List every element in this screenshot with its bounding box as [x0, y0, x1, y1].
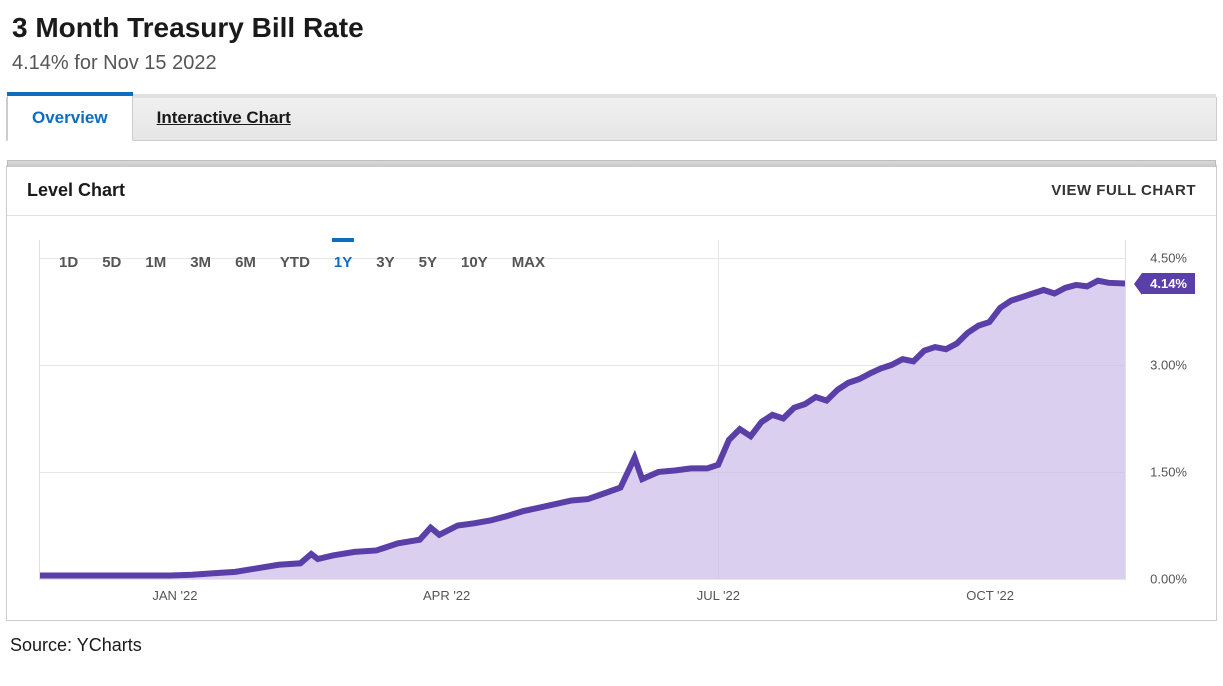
- y-tick-label: 3.00%: [1150, 357, 1187, 372]
- range-3y[interactable]: 3Y: [364, 248, 406, 277]
- source-attribution: Source: YCharts: [6, 621, 1217, 660]
- tab-interactive-chart[interactable]: Interactive Chart: [133, 96, 315, 140]
- range-5y[interactable]: 5Y: [407, 248, 449, 277]
- chart-card: Level Chart VIEW FULL CHART 1D5D1M3M6MYT…: [6, 165, 1217, 621]
- x-tick-label: JUL '22: [697, 588, 740, 603]
- range-ytd[interactable]: YTD: [268, 248, 322, 277]
- current-value-badge: 4.14%: [1142, 273, 1195, 294]
- range-1d[interactable]: 1D: [47, 248, 90, 277]
- chart-card-header: Level Chart VIEW FULL CHART: [7, 166, 1216, 216]
- range-max[interactable]: MAX: [500, 248, 557, 277]
- range-1y[interactable]: 1Y: [322, 248, 364, 277]
- series-area: [40, 281, 1125, 579]
- y-tick-label: 1.50%: [1150, 464, 1187, 479]
- tab-bar: OverviewInteractive Chart: [6, 97, 1217, 141]
- range-5d[interactable]: 5D: [90, 248, 133, 277]
- plot-area[interactable]: 0.00%1.50%3.00%4.50%4.14%: [39, 240, 1126, 580]
- range-3m[interactable]: 3M: [178, 248, 223, 277]
- page-subtitle: 4.14% for Nov 15 2022: [12, 52, 1211, 75]
- page-header: 3 Month Treasury Bill Rate 4.14% for Nov…: [6, 6, 1217, 87]
- tab-overview[interactable]: Overview: [7, 96, 133, 141]
- chart-svg: [40, 240, 1125, 579]
- chart-body: 1D5D1M3M6MYTD1Y3Y5Y10YMAX 0.00%1.50%3.00…: [7, 216, 1216, 620]
- y-tick-label: 0.00%: [1150, 572, 1187, 587]
- range-1m[interactable]: 1M: [133, 248, 178, 277]
- x-tick-label: OCT '22: [966, 588, 1014, 603]
- x-axis: JAN '22 APR '22 JUL '22 OCT '22: [39, 580, 1126, 606]
- range-10y[interactable]: 10Y: [449, 248, 500, 277]
- x-tick-label: JAN '22: [152, 588, 197, 603]
- y-tick-label: 4.50%: [1150, 250, 1187, 265]
- chart-panel-title: Level Chart: [27, 180, 125, 201]
- range-6m[interactable]: 6M: [223, 248, 268, 277]
- page-title: 3 Month Treasury Bill Rate: [12, 12, 1211, 44]
- range-selector: 1D5D1M3M6MYTD1Y3Y5Y10YMAX: [47, 248, 557, 277]
- view-full-chart-link[interactable]: VIEW FULL CHART: [1051, 182, 1196, 199]
- x-tick-label: APR '22: [423, 588, 470, 603]
